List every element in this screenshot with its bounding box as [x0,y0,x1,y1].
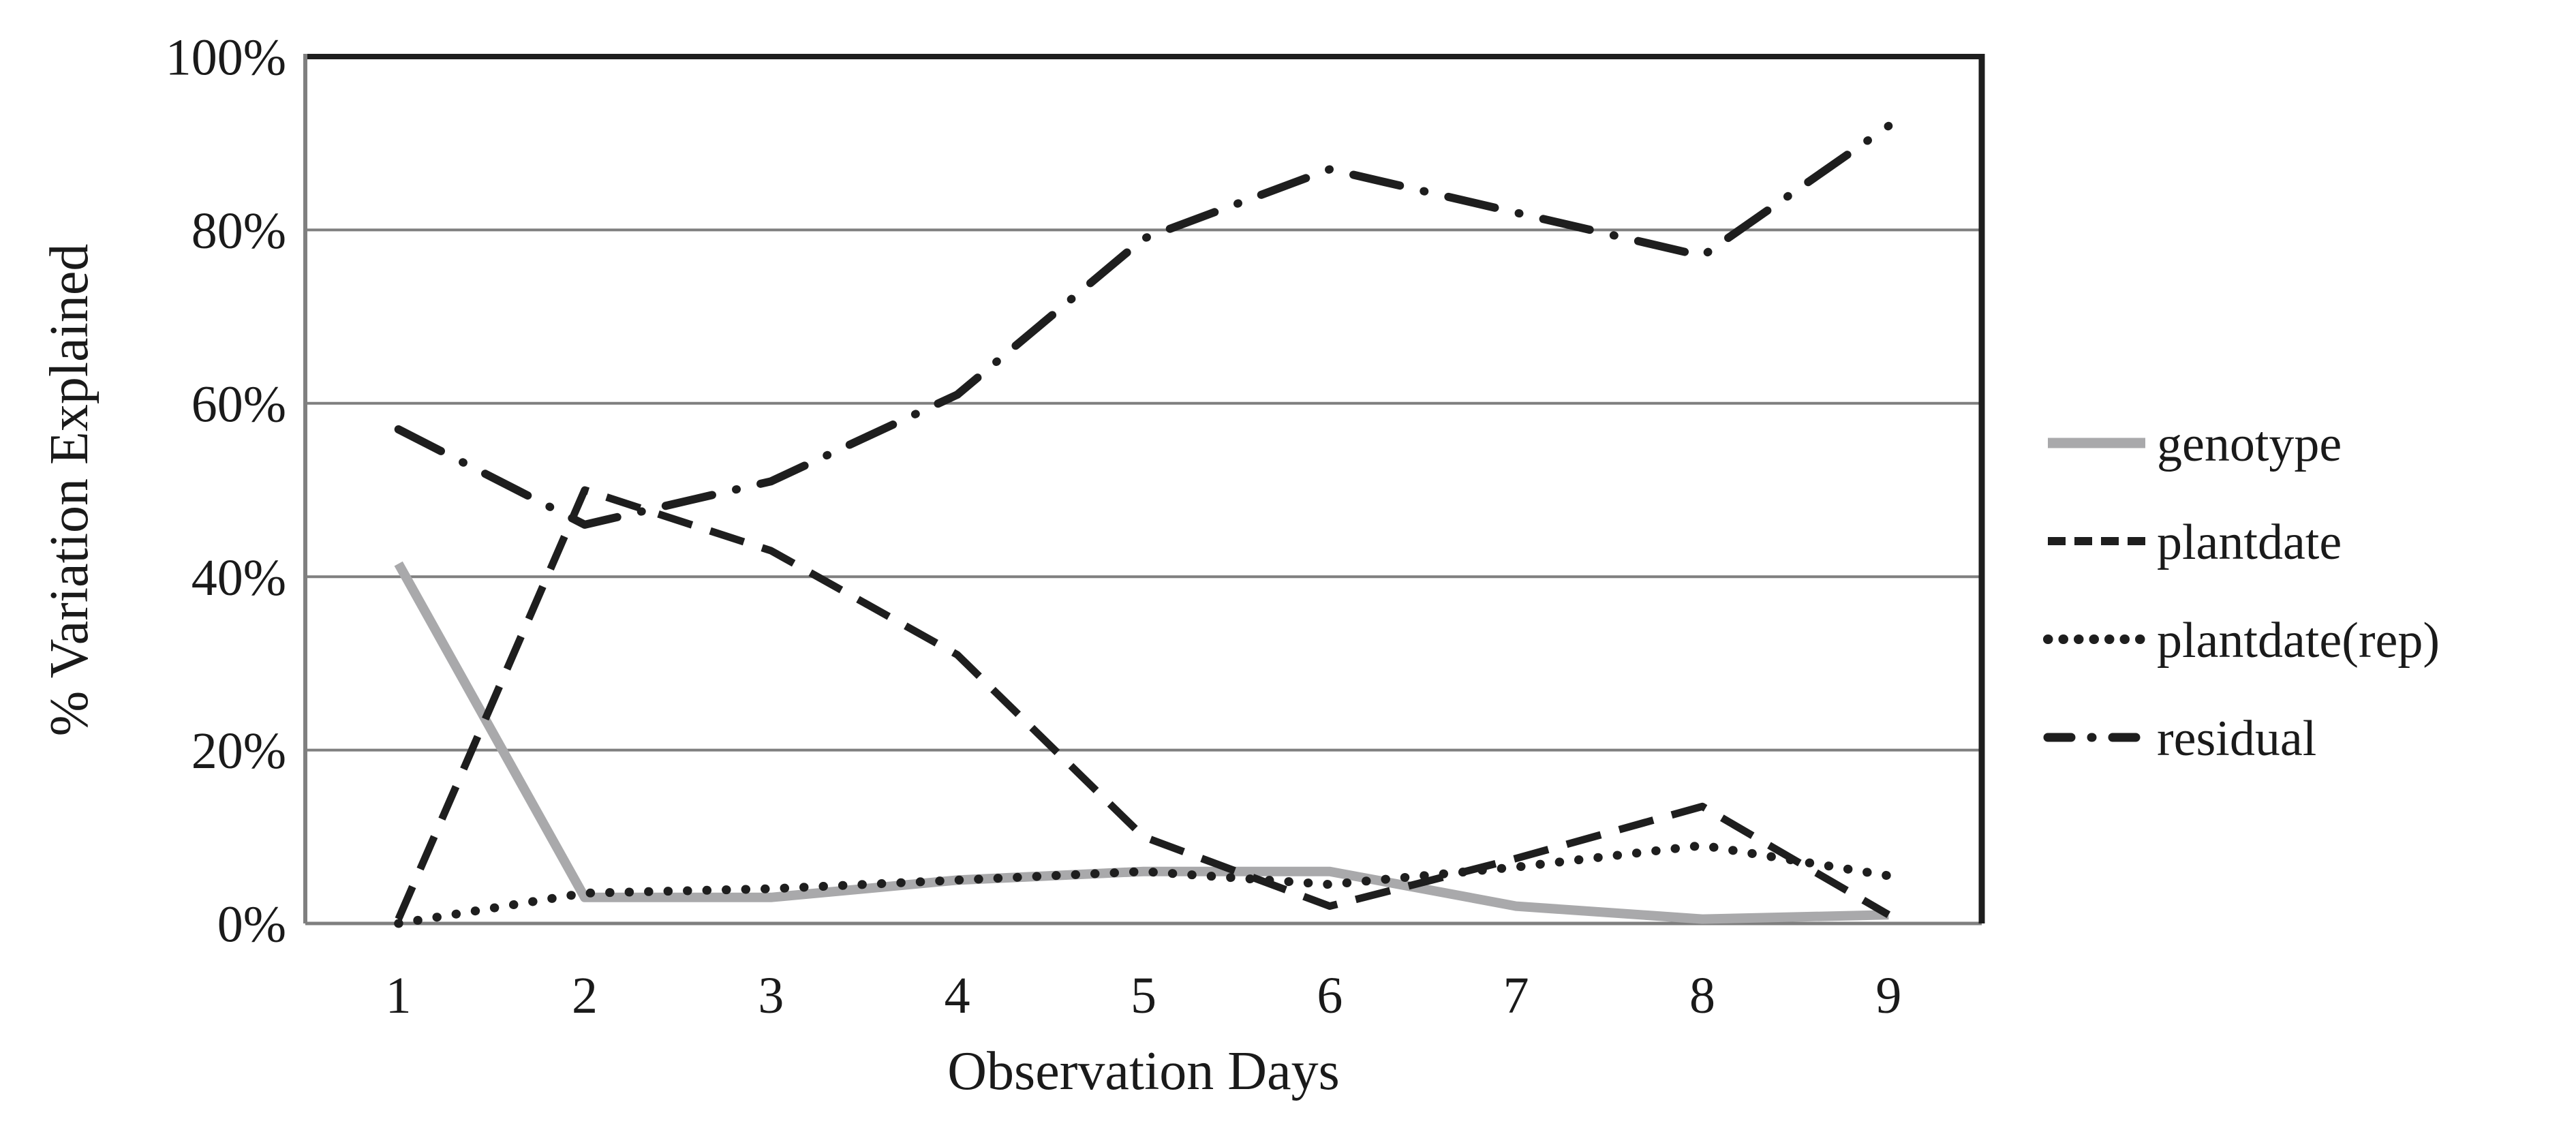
series-line-genotype [394,561,1889,924]
y-axis-title: % Variation Explained [40,244,99,737]
series-line-plantdate-rep- [394,841,1893,928]
x-axis-title: Observation Days [947,1041,1339,1101]
legend-label: plantdate(rep) [2157,613,2440,669]
legend-item-genotype: genotype [2048,416,2342,472]
legend-label: plantdate [2157,515,2342,570]
x-tick-label-3: 3 [758,967,784,1024]
x-tick-label-5: 5 [1131,967,1156,1024]
y-tick-label-80pct: 80% [191,202,286,260]
x-tick-label-8: 8 [1689,967,1715,1024]
legend-label: residual [2157,711,2316,767]
x-tick-label-6: 6 [1317,967,1343,1024]
series-line-residual [394,121,1893,529]
x-tick-label-1: 1 [386,967,412,1024]
legend: genotype plantdate plantdate(rep) residual [2043,416,2440,767]
legend-item-residual: residual [2043,711,2316,767]
y-tick-label-100pct: 100% [166,29,286,87]
x-tick-label-7: 7 [1503,967,1529,1024]
x-tick-label-4: 4 [945,967,970,1024]
series-line-plantdate [395,486,1891,921]
y-tick-label-20pct: 20% [191,722,286,780]
plot-frame-layer [303,54,1985,923]
legend-item-plantdate-rep-: plantdate(rep) [2043,613,2440,669]
y-tick-label-0pct: 0% [217,896,286,953]
legend-item-plantdate: plantdate [2048,515,2342,570]
legend-label: genotype [2157,416,2342,472]
x-tick-label-9: 9 [1875,967,1901,1024]
y-tick-label-40pct: 40% [191,549,286,607]
x-tick-label-2: 2 [572,967,598,1024]
y-tick-label-60pct: 60% [191,376,286,433]
series-layer [394,121,1893,928]
axis-labels-layer: Observation Days % Variation Explained 0… [40,29,1901,1101]
